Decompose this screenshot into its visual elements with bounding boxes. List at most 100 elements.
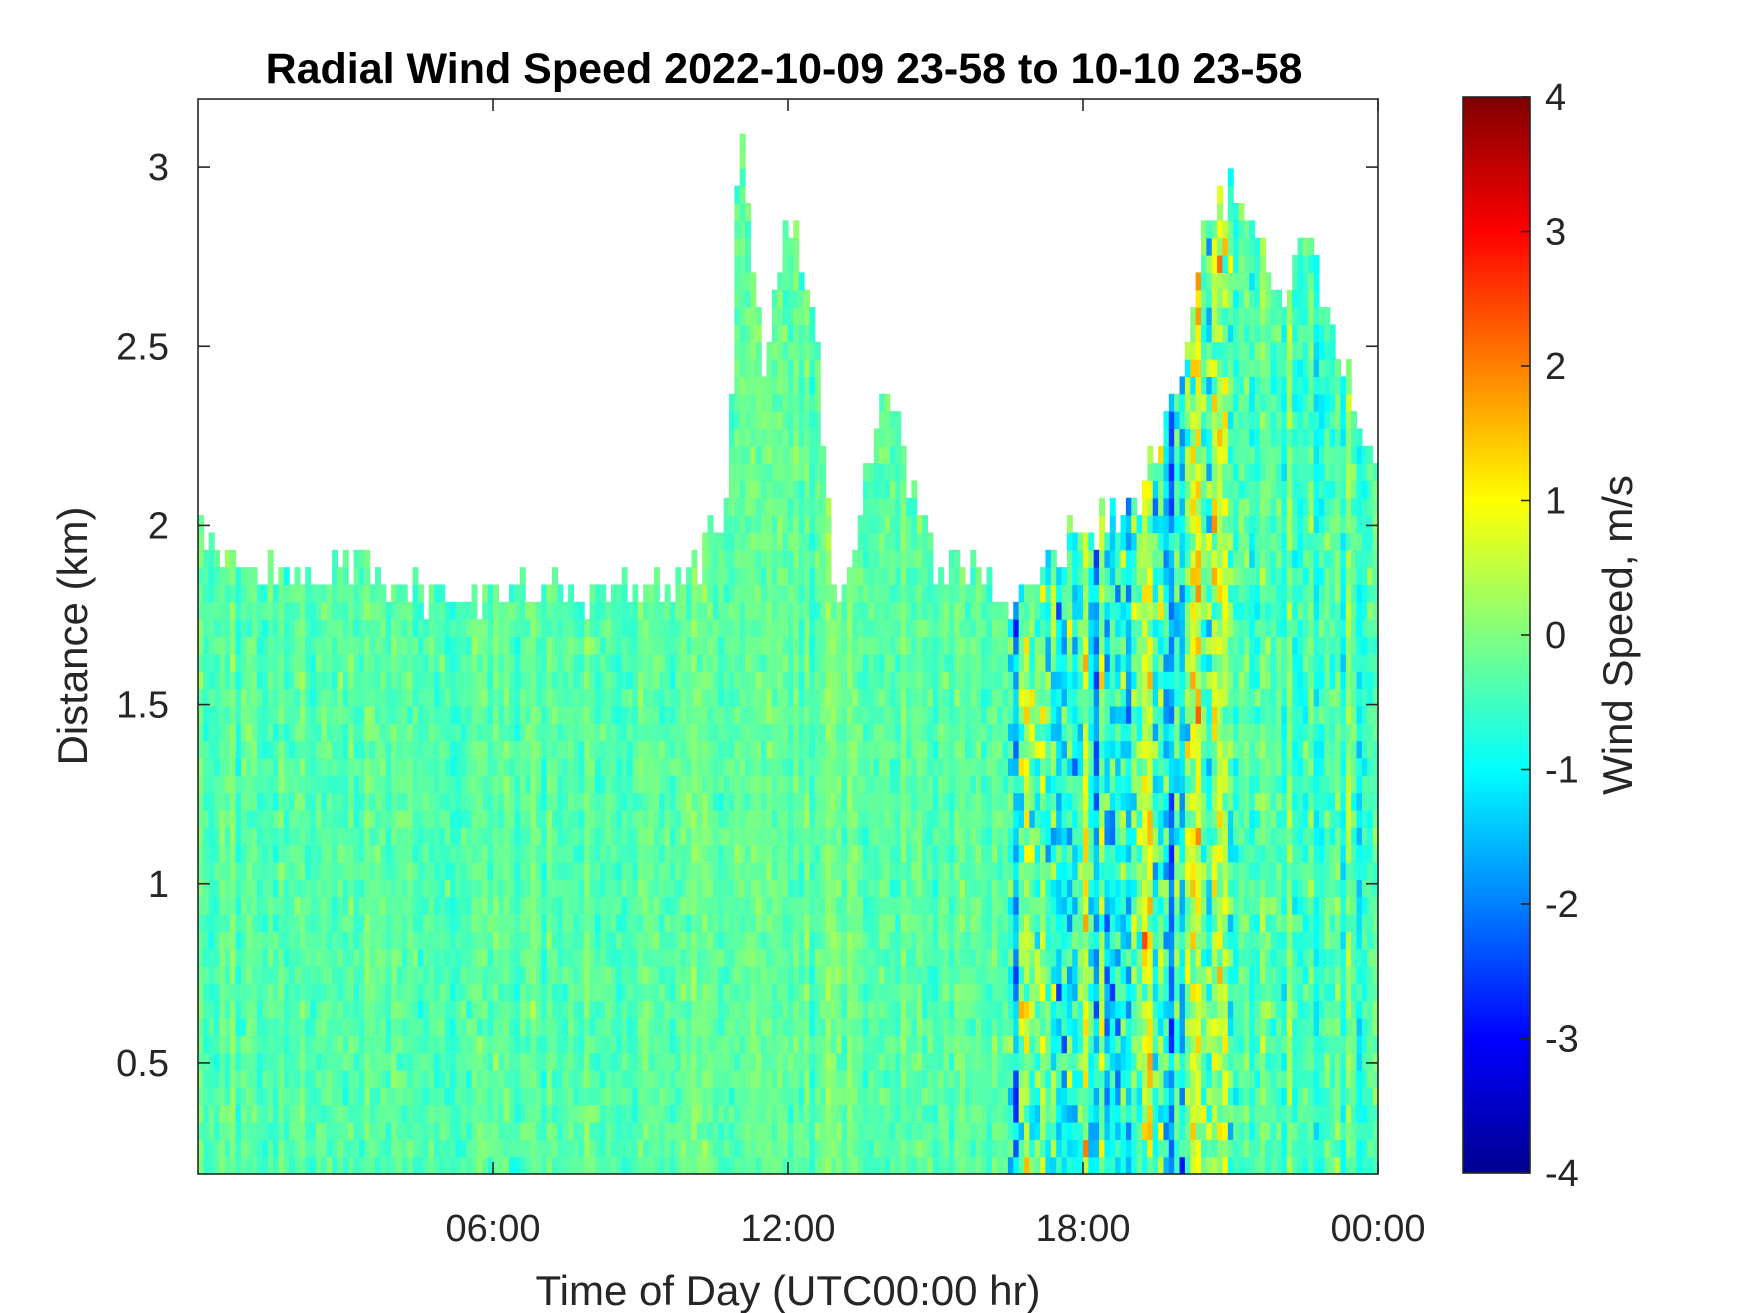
heatmap-cell xyxy=(267,671,274,690)
heatmap-cell xyxy=(224,879,231,898)
heatmap-cell xyxy=(514,723,521,742)
heatmap-cell xyxy=(235,1121,242,1140)
heatmap-cell xyxy=(375,913,381,932)
heatmap-cell xyxy=(868,1139,875,1158)
heatmap-cell xyxy=(417,861,424,880)
heatmap-cell xyxy=(739,913,746,932)
heatmap-cell xyxy=(605,913,612,932)
heatmap-cell xyxy=(208,983,215,1002)
heatmap-cell xyxy=(342,879,349,898)
heatmap-cell xyxy=(417,1121,424,1140)
heatmap-cell xyxy=(600,1139,607,1158)
heatmap-cell xyxy=(493,757,499,776)
heatmap-cell xyxy=(707,809,714,828)
heatmap-cell xyxy=(326,809,333,828)
heatmap-cell xyxy=(434,861,440,880)
heatmap-cell xyxy=(552,1017,558,1036)
heatmap-cell xyxy=(863,497,870,516)
heatmap-cell xyxy=(809,827,816,846)
heatmap-cell xyxy=(208,931,215,950)
heatmap-cell xyxy=(198,861,204,880)
heatmap-cell xyxy=(857,948,864,967)
heatmap-cell xyxy=(863,740,870,759)
heatmap-cell xyxy=(734,1139,741,1158)
heatmap-cell xyxy=(546,965,553,984)
heatmap-cell xyxy=(535,1069,542,1088)
heatmap-cell xyxy=(219,1121,226,1140)
heatmap-cell xyxy=(546,1052,553,1071)
heatmap-cell xyxy=(369,688,376,707)
heatmap-cell xyxy=(820,740,827,759)
heatmap-cell xyxy=(793,445,800,464)
heatmap-cell xyxy=(788,879,794,898)
heatmap-cell xyxy=(476,861,483,880)
heatmap-cell xyxy=(353,1139,360,1158)
heatmap-cell xyxy=(755,1156,762,1175)
heatmap-cell xyxy=(616,1121,623,1140)
heatmap-cell xyxy=(584,965,591,984)
heatmap-cell xyxy=(417,1017,424,1036)
heatmap-cell xyxy=(600,1087,607,1106)
heatmap-cell xyxy=(337,1087,344,1106)
heatmap-cell xyxy=(278,619,285,638)
heatmap-cell xyxy=(691,549,698,568)
heatmap-cell xyxy=(487,757,494,776)
heatmap-cell xyxy=(396,1104,403,1123)
heatmap-cell xyxy=(316,913,322,932)
heatmap-cell xyxy=(358,1121,365,1140)
heatmap-cell xyxy=(852,601,859,620)
heatmap-cell xyxy=(235,965,242,984)
heatmap-cell xyxy=(594,861,601,880)
heatmap-cell xyxy=(648,740,655,759)
heatmap-cell xyxy=(857,515,864,534)
heatmap-cell xyxy=(369,619,376,638)
heatmap-cell xyxy=(552,601,558,620)
heatmap-cell xyxy=(675,1121,682,1140)
heatmap-cell xyxy=(616,879,623,898)
heatmap-cell xyxy=(203,1139,210,1158)
heatmap-cell xyxy=(364,1121,371,1140)
heatmap-cell xyxy=(852,948,859,967)
heatmap-cell xyxy=(519,827,526,846)
heatmap-cell xyxy=(509,775,516,794)
heatmap-cell xyxy=(659,775,666,794)
heatmap-cell xyxy=(702,549,709,568)
heatmap-cell xyxy=(814,983,821,1002)
heatmap-cell xyxy=(889,411,896,430)
heatmap-cell xyxy=(825,757,832,776)
heatmap-cell xyxy=(782,861,789,880)
heatmap-cell xyxy=(482,619,489,638)
heatmap-cell xyxy=(476,1017,483,1036)
heatmap-cell xyxy=(863,1139,870,1158)
heatmap-cell xyxy=(224,861,231,880)
heatmap-cell xyxy=(525,653,532,672)
heatmap-cell xyxy=(493,983,499,1002)
heatmap-cell xyxy=(820,1069,827,1088)
heatmap-cell xyxy=(895,1000,902,1019)
heatmap-cell xyxy=(450,983,457,1002)
heatmap-cell xyxy=(535,1087,542,1106)
heatmap-cell xyxy=(519,584,526,603)
heatmap-cell xyxy=(637,775,644,794)
heatmap-cell xyxy=(316,723,322,742)
heatmap-cell xyxy=(755,1139,762,1158)
heatmap-cell xyxy=(814,445,821,464)
heatmap-cell xyxy=(691,653,698,672)
heatmap-cell xyxy=(401,740,408,759)
heatmap-cell xyxy=(648,792,655,811)
heatmap-cell xyxy=(911,896,918,915)
heatmap-cell xyxy=(450,1087,457,1106)
heatmap-cell xyxy=(530,619,537,638)
heatmap-cell xyxy=(836,792,843,811)
heatmap-cell xyxy=(841,619,848,638)
heatmap-cell xyxy=(541,584,548,603)
heatmap-cell xyxy=(589,584,596,603)
heatmap-cell xyxy=(627,844,634,863)
heatmap-cell xyxy=(364,1017,371,1036)
heatmap-cell xyxy=(771,428,778,447)
heatmap-cell xyxy=(771,359,778,378)
heatmap-cell xyxy=(412,792,419,811)
heatmap-cell xyxy=(267,983,274,1002)
heatmap-cell xyxy=(653,1087,660,1106)
heatmap-cell xyxy=(680,1035,687,1054)
